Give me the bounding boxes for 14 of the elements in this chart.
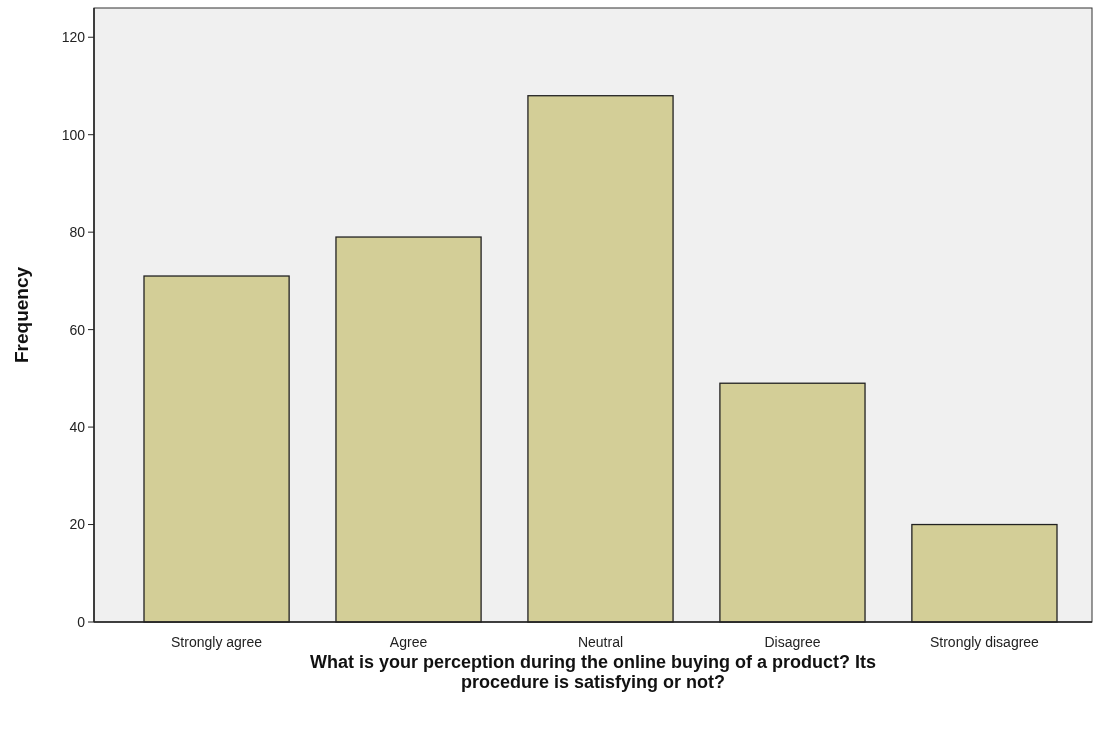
x-axis-title: What is your perception during the online buying of a product? Its procedure is satisfying or not? <box>310 652 876 692</box>
x-tick-label: Neutral <box>577 634 624 650</box>
y-tick-label: 100 <box>61 126 86 143</box>
y-tick-label: 120 <box>61 29 86 46</box>
y-tick-label: 80 <box>69 224 86 241</box>
x-tick-label: Disagree <box>764 634 821 650</box>
y-axis-title: Frequency <box>11 266 32 364</box>
y-tick-label: 0 <box>77 613 86 630</box>
x-tick-label: Strongly agree <box>171 634 263 650</box>
y-tick-label: 60 <box>69 321 86 338</box>
y-tick-label: 40 <box>69 418 86 435</box>
x-tick-label: Strongly disagree <box>929 634 1040 650</box>
x-tick-label: Agree <box>389 634 428 650</box>
y-tick-label: 20 <box>69 516 86 533</box>
